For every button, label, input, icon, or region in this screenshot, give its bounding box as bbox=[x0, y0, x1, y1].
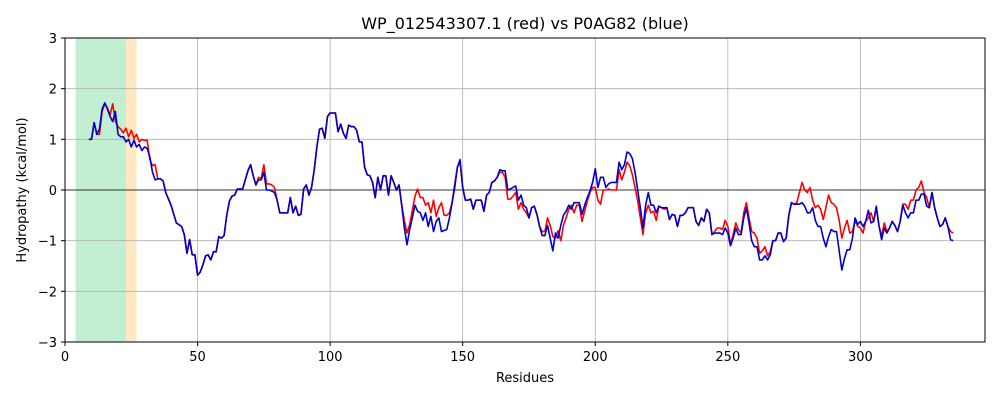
y-axis-label: Hydropathy (kcal/mol) bbox=[15, 117, 30, 262]
x-tick-label: 150 bbox=[450, 350, 475, 365]
x-tick-label: 50 bbox=[189, 350, 206, 365]
series-blue-line bbox=[88, 102, 954, 276]
y-axis-ticks: −3 −2 −1 0 1 2 3 bbox=[38, 32, 65, 351]
x-axis-ticks: 0 50 100 150 200 250 300 bbox=[61, 342, 873, 365]
y-tick-label: 0 bbox=[49, 184, 57, 199]
y-tick-label: −3 bbox=[38, 336, 57, 351]
y-tick-label: −1 bbox=[38, 235, 57, 250]
y-tick-label: 1 bbox=[49, 133, 57, 148]
x-tick-label: 0 bbox=[61, 350, 69, 365]
y-tick-label: 2 bbox=[49, 83, 57, 98]
x-tick-label: 250 bbox=[715, 350, 740, 365]
chart-title: WP_012543307.1 (red) vs P0AG82 (blue) bbox=[361, 14, 689, 34]
x-tick-label: 300 bbox=[848, 350, 873, 365]
y-tick-label: 3 bbox=[49, 32, 57, 47]
x-tick-label: 100 bbox=[318, 350, 343, 365]
series-layer bbox=[88, 102, 954, 276]
x-axis-label: Residues bbox=[496, 371, 554, 386]
x-tick-label: 200 bbox=[583, 350, 608, 365]
y-tick-label: −2 bbox=[38, 285, 57, 300]
